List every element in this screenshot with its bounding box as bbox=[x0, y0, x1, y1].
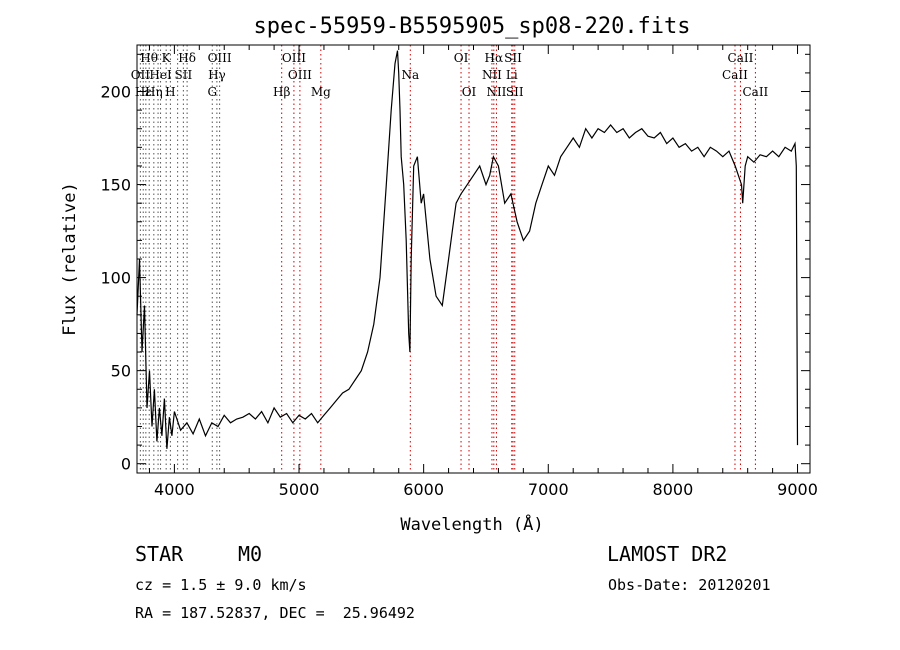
redshift-cz: cz = 1.5 ± 9.0 km/s bbox=[135, 576, 307, 594]
x-tick-label: 7000 bbox=[528, 480, 569, 499]
spectral-line-label: NII bbox=[486, 85, 506, 99]
spectral-line-label: Hη bbox=[145, 85, 163, 99]
spectral-line-label: Li bbox=[506, 68, 518, 82]
spectral-line-label: Hβ bbox=[273, 85, 290, 99]
survey-name: LAMOST DR2 bbox=[607, 542, 728, 566]
x-tick-label: 4000 bbox=[154, 480, 195, 499]
spectral-line-label: Hγ bbox=[208, 68, 226, 82]
spectral-line-label: Hα bbox=[485, 51, 504, 65]
x-axis-label: Wavelength (Å) bbox=[400, 513, 543, 535]
y-axis-label: Flux (relative) bbox=[60, 182, 80, 336]
spectral-line-label: H bbox=[165, 85, 175, 99]
axis-ticks: 4000 5000 6000 7000 8000 9000 0 50 100 150 200 bbox=[100, 45, 818, 499]
spectral-line-label: SII bbox=[506, 85, 524, 99]
spectral-line-label: OIII bbox=[208, 51, 232, 65]
spectral-line-label: NII bbox=[482, 68, 502, 82]
spectral-line-label: HeI bbox=[149, 68, 172, 82]
flux-series-line bbox=[136, 50, 799, 449]
ra-dec: RA = 187.52837, DEC = 25.96492 bbox=[135, 604, 415, 622]
spectral-line-label: OII bbox=[131, 68, 151, 82]
y-tick-label: 0 bbox=[121, 455, 131, 474]
spectral-line-label: K bbox=[162, 51, 172, 65]
spectral-line-label: CaII bbox=[728, 51, 754, 65]
spectral-line-label: SII bbox=[504, 51, 522, 65]
y-tick-label: 150 bbox=[100, 176, 131, 195]
spectral-line-label: Na bbox=[401, 68, 419, 82]
spectral-line-label: CaII bbox=[742, 85, 768, 99]
spectral-line-label: OIII bbox=[288, 68, 312, 82]
y-tick-label: 50 bbox=[111, 362, 131, 381]
x-tick-label: 5000 bbox=[279, 480, 320, 499]
spectral-line-label: SII bbox=[175, 68, 193, 82]
y-tick-label: 200 bbox=[100, 83, 131, 102]
spectral-line-label: OI bbox=[454, 51, 469, 65]
x-tick-label: 9000 bbox=[777, 480, 818, 499]
plot-frame bbox=[136, 44, 811, 474]
spectral-line-label: OIII bbox=[282, 51, 306, 65]
spectral-line-label: Hθ bbox=[140, 51, 158, 65]
spectral-line-label: CaII bbox=[722, 68, 748, 82]
y-tick-label: 100 bbox=[100, 269, 131, 288]
spectral-line-label: Mg bbox=[311, 85, 331, 99]
observation-date: Obs-Date: 20120201 bbox=[608, 576, 771, 594]
x-tick-label: 8000 bbox=[653, 480, 694, 499]
spectral-lines-layer bbox=[139, 45, 756, 473]
spectral-line-label: G bbox=[207, 85, 217, 99]
x-tick-label: 6000 bbox=[403, 480, 444, 499]
object-subclass: M0 bbox=[238, 542, 263, 566]
spectral-line-label: OI bbox=[462, 85, 477, 99]
object-class: STAR bbox=[135, 542, 184, 566]
spectral-line-label: Hδ bbox=[178, 51, 196, 65]
chart-title: spec-55959-B5595905_sp08-220.fits bbox=[253, 14, 690, 39]
